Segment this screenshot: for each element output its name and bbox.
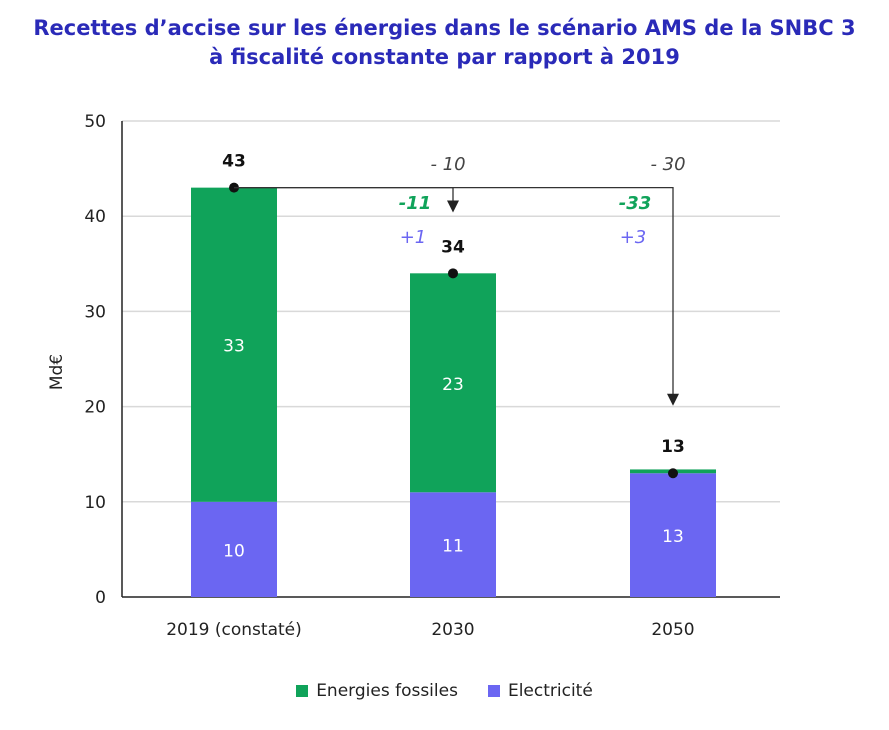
change-arrowhead	[447, 200, 459, 213]
bar-label-electricity: 10	[223, 541, 245, 561]
legend-item-electricity: Electricité	[487, 681, 593, 701]
bar-label-fossil: 33	[223, 337, 245, 357]
total-label: 13	[661, 437, 685, 457]
total-label: 43	[222, 152, 246, 172]
y-tick-label: 0	[95, 588, 106, 608]
legend-item-fossil: Energies fossiles	[296, 681, 458, 701]
legend-swatch-fossil	[296, 685, 309, 697]
annotation-fossil-change: -33	[619, 193, 652, 214]
x-tick-label: 2050	[651, 620, 694, 640]
chart-title-line-1: Recettes d’accise sur les énergies dans …	[33, 16, 856, 40]
legend-swatch-electricity	[487, 685, 500, 697]
bar-electricity	[191, 501, 277, 597]
y-axis-label: Md€	[47, 354, 67, 390]
y-tick-label: 20	[84, 398, 106, 418]
annotation-total-change: - 30	[650, 154, 685, 175]
bar-label-electricity: 13	[662, 527, 684, 547]
y-tick-label: 40	[84, 207, 106, 227]
x-tick-label: 2030	[431, 620, 474, 640]
annotation-fossil-change: -11	[399, 193, 432, 214]
annotation-electricity-change: +3	[620, 227, 647, 248]
total-marker	[448, 268, 458, 279]
bar-fossil	[410, 273, 496, 493]
y-tick-label: 50	[84, 112, 106, 132]
legend-label-electricity: Electricité	[507, 681, 593, 701]
bar-label-electricity: 11	[442, 537, 464, 557]
annotation-electricity-change: +1	[400, 227, 427, 248]
change-arrowhead	[667, 393, 679, 406]
y-tick-label: 30	[84, 302, 106, 322]
legend-label-fossil: Energies fossiles	[316, 681, 458, 701]
total-marker	[668, 468, 678, 479]
x-tick-label: 2019 (constaté)	[166, 620, 302, 640]
bar-electricity	[630, 473, 716, 597]
y-tick-label: 10	[84, 493, 106, 513]
annotation-total-change: - 10	[430, 154, 465, 175]
chart-title-line-2: à fiscalité constante par rapport à 2019	[209, 45, 680, 69]
bar-fossil	[191, 187, 277, 502]
legend: Energies fossiles Electricité	[0, 681, 889, 701]
total-label: 34	[441, 237, 465, 257]
bar-electricity	[410, 492, 496, 597]
bar-label-fossil: 23	[442, 375, 464, 395]
change-arrow-line	[234, 186, 674, 396]
